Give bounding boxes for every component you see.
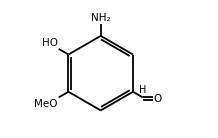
Text: H: H — [139, 85, 146, 95]
Text: O: O — [154, 94, 162, 104]
Text: MeO: MeO — [34, 99, 58, 108]
Text: HO: HO — [42, 38, 58, 48]
Text: NH₂: NH₂ — [91, 13, 111, 23]
